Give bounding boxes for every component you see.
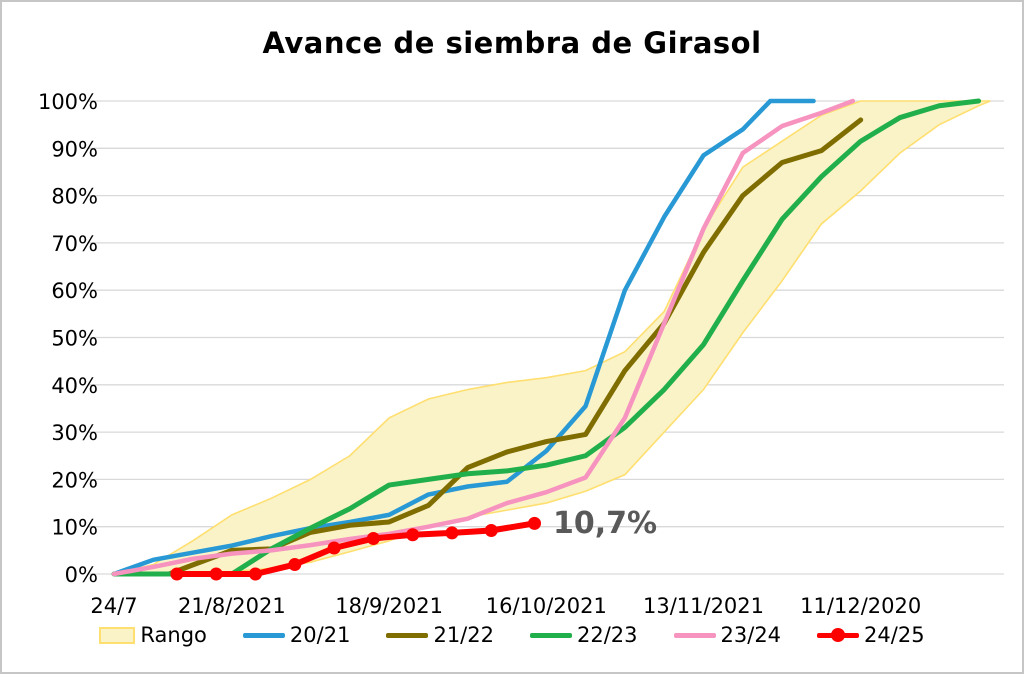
- series-line-23-24: [111, 98, 856, 577]
- x-tick-label: 24/7: [90, 594, 137, 618]
- range-band-upper-edge: [113, 100, 991, 575]
- y-tick-label: 70%: [51, 232, 98, 256]
- line-swatch-icon: [242, 632, 285, 638]
- legend-item-rango: Rango: [99, 623, 207, 647]
- line-swatch-icon: [386, 632, 429, 638]
- series-marker-24-25: [170, 567, 184, 581]
- line-swatch-icon: [673, 632, 716, 638]
- legend-label: 21/22: [433, 623, 494, 647]
- y-tick-label: 0%: [65, 563, 98, 587]
- range-swatch-icon: [99, 626, 136, 644]
- marker-dot-icon: [831, 628, 846, 642]
- legend-item-21-22: 21/22: [386, 623, 494, 647]
- legend-label: 20/21: [289, 623, 351, 647]
- series-line-24-25: [173, 520, 538, 577]
- x-tick-label: 13/11/2021: [643, 594, 764, 618]
- y-tick-label: 60%: [51, 279, 98, 303]
- series-marker-24-25: [366, 532, 380, 546]
- legend-label: 22/23: [576, 623, 638, 647]
- x-tick-label: 11/12/2020: [800, 594, 921, 618]
- line-swatch-icon: [529, 632, 572, 638]
- current-value-annotation: 10,7%: [553, 506, 658, 541]
- x-tick-label: 21/8/2021: [178, 594, 286, 618]
- series-marker-24-25: [209, 567, 223, 581]
- legend-item-23-24: 23/24: [673, 623, 782, 647]
- y-tick-label: 80%: [51, 185, 98, 209]
- y-tick-label: 30%: [51, 421, 98, 445]
- line-swatch-icon: [817, 628, 860, 642]
- y-tick-label: 90%: [51, 137, 98, 161]
- series-marker-24-25: [248, 567, 262, 581]
- y-tick-label: 20%: [51, 468, 98, 492]
- y-tick-label: 50%: [51, 327, 98, 351]
- legend-item-24-25: 24/25: [817, 623, 925, 647]
- series-marker-24-25: [406, 528, 420, 542]
- x-tick-label: 18/9/2021: [335, 594, 443, 618]
- series-marker-24-25: [528, 516, 542, 530]
- chart-title: Avance de siembra de Girasol: [262, 26, 762, 60]
- y-tick-label: 40%: [51, 374, 98, 398]
- legend-label: 24/25: [864, 623, 925, 647]
- legend: Rango 20/21 21/22 22/23 23/24 24/25: [2, 623, 1022, 647]
- series-marker-24-25: [445, 526, 459, 540]
- legend-item-20-21: 20/21: [242, 623, 351, 647]
- range-band: [114, 101, 991, 574]
- series-line-20-21: [111, 98, 816, 577]
- series-marker-24-25: [484, 523, 498, 537]
- x-tick-label: 16/10/2021: [486, 594, 607, 618]
- y-tick-label: 10%: [51, 516, 98, 540]
- y-tick-label: 100%: [38, 90, 98, 114]
- legend-label: Rango: [140, 623, 207, 647]
- series-marker-24-25: [288, 558, 302, 572]
- legend-item-22-23: 22/23: [529, 623, 638, 647]
- legend-label: 23/24: [720, 623, 782, 647]
- series-marker-24-25: [327, 541, 341, 555]
- series-line-22-23: [111, 98, 982, 577]
